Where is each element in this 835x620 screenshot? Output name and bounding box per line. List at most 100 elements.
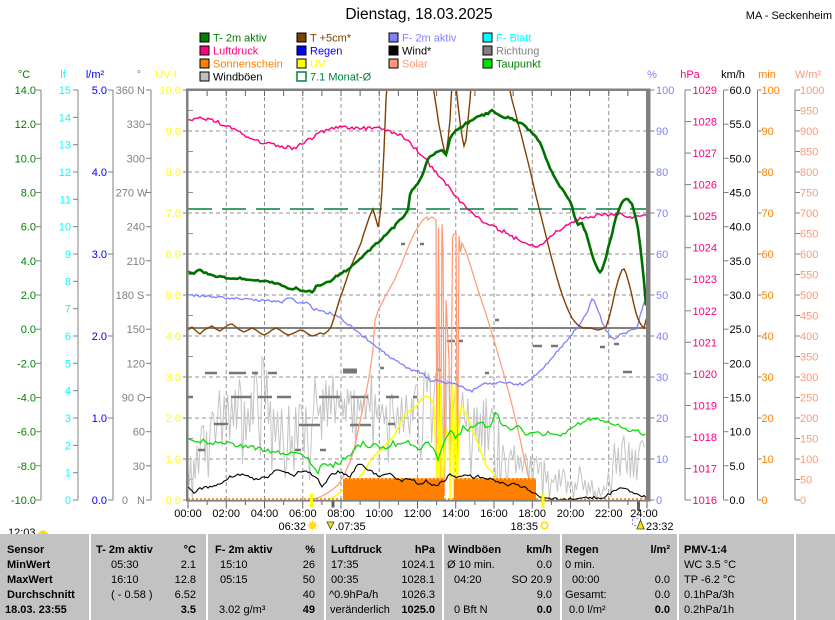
svg-text:°C: °C — [184, 544, 196, 556]
svg-text:T- 2m aktiv: T- 2m aktiv — [213, 33, 267, 45]
svg-text:18.03. 23:55: 18.03. 23:55 — [5, 604, 67, 616]
svg-text:14.0: 14.0 — [15, 85, 36, 97]
svg-text:13: 13 — [59, 140, 71, 152]
svg-text:8.0: 8.0 — [166, 167, 181, 179]
svg-text:9: 9 — [65, 249, 71, 261]
svg-text:1025: 1025 — [693, 211, 717, 223]
svg-text:7.0: 7.0 — [166, 208, 181, 220]
svg-text:210: 210 — [127, 256, 145, 268]
svg-text:7.1 Monat-Ø: 7.1 Monat-Ø — [310, 72, 372, 84]
svg-text:MaxWert: MaxWert — [7, 574, 53, 586]
svg-text:90: 90 — [122, 393, 134, 405]
svg-text:1020: 1020 — [693, 369, 717, 381]
svg-text:60: 60 — [133, 427, 145, 439]
svg-text:2.0: 2.0 — [166, 413, 181, 425]
svg-text:10.0: 10.0 — [730, 427, 751, 439]
svg-text:14:00: 14:00 — [442, 508, 470, 520]
svg-text:60.0: 60.0 — [730, 85, 751, 97]
svg-text:0 min.: 0 min. — [565, 559, 595, 571]
svg-text:( - 0.58 ): ( - 0.58 ) — [111, 589, 153, 601]
svg-text:Gesamt:: Gesamt: — [565, 589, 607, 601]
svg-text:600: 600 — [800, 249, 818, 261]
svg-text:650: 650 — [800, 229, 818, 241]
svg-text:17:35: 17:35 — [331, 559, 359, 571]
svg-text:04:00: 04:00 — [251, 508, 279, 520]
svg-text:km/h: km/h — [526, 544, 552, 556]
svg-text:.07:35: .07:35 — [335, 521, 366, 533]
svg-text:0.0: 0.0 — [537, 559, 552, 571]
svg-text:1016: 1016 — [693, 495, 717, 507]
svg-text:550: 550 — [800, 270, 818, 282]
svg-text:4.0: 4.0 — [21, 256, 36, 268]
svg-text:9.0: 9.0 — [537, 589, 552, 601]
svg-text:hPa: hPa — [680, 69, 700, 81]
svg-text:0.0: 0.0 — [21, 324, 36, 336]
svg-text:km/h: km/h — [721, 69, 745, 81]
svg-text:°C: °C — [18, 69, 30, 81]
svg-text:400: 400 — [800, 331, 818, 343]
svg-text:Sensor: Sensor — [7, 544, 45, 556]
svg-text:Solar: Solar — [402, 59, 428, 71]
svg-text:05:30: 05:30 — [111, 559, 139, 571]
svg-text:750: 750 — [800, 188, 818, 200]
svg-text:30: 30 — [762, 372, 774, 384]
svg-text:1026.3: 1026.3 — [401, 589, 435, 601]
svg-text:900: 900 — [800, 126, 818, 138]
svg-text:20:00: 20:00 — [557, 508, 585, 520]
svg-text:1: 1 — [65, 468, 71, 480]
svg-text:18:00: 18:00 — [518, 508, 546, 520]
svg-text:10: 10 — [762, 454, 774, 466]
svg-text:3.5: 3.5 — [181, 604, 196, 616]
svg-text:50: 50 — [656, 290, 668, 302]
svg-text:20.0: 20.0 — [730, 358, 751, 370]
svg-text:Luftdruck: Luftdruck — [213, 46, 259, 58]
svg-text:90: 90 — [762, 126, 774, 138]
svg-text:40.0: 40.0 — [730, 222, 751, 234]
svg-text:1019: 1019 — [693, 400, 717, 412]
svg-text:2.0: 2.0 — [92, 331, 107, 343]
svg-text:F- 2m aktiv: F- 2m aktiv — [402, 33, 457, 45]
svg-text:4: 4 — [65, 386, 71, 398]
svg-text:Sonnenschein: Sonnenschein — [213, 59, 283, 71]
svg-text:T +5cm*: T +5cm* — [310, 33, 352, 45]
svg-text:T- 2m aktiv: T- 2m aktiv — [96, 544, 154, 556]
svg-text:1024.1: 1024.1 — [401, 559, 435, 571]
svg-text:MinWert: MinWert — [7, 559, 51, 571]
svg-text:0: 0 — [65, 495, 71, 507]
svg-text:240: 240 — [127, 222, 145, 234]
svg-text:PMV-1:4: PMV-1:4 — [684, 544, 728, 556]
svg-text:90: 90 — [656, 126, 668, 138]
svg-text:9.0: 9.0 — [166, 126, 181, 138]
svg-text:8.0: 8.0 — [21, 188, 36, 200]
svg-text:100: 100 — [800, 454, 818, 466]
svg-text:-6.0: -6.0 — [17, 427, 36, 439]
svg-text:0: 0 — [762, 495, 768, 507]
svg-text:Richtung: Richtung — [496, 46, 539, 58]
svg-text:45.0: 45.0 — [730, 188, 751, 200]
svg-text:5.0: 5.0 — [92, 85, 107, 97]
svg-text:N: N — [137, 495, 145, 507]
svg-text:80: 80 — [656, 167, 668, 179]
svg-text:Luftdruck: Luftdruck — [331, 544, 383, 556]
svg-text:8: 8 — [65, 276, 71, 288]
svg-text:450: 450 — [800, 311, 818, 323]
svg-text:300: 300 — [127, 153, 145, 165]
svg-text:3.02 g/m³: 3.02 g/m³ — [219, 604, 266, 616]
svg-text:150: 150 — [800, 434, 818, 446]
svg-text:-8.0: -8.0 — [17, 461, 36, 473]
svg-text:200: 200 — [800, 413, 818, 425]
svg-text:W/m²: W/m² — [795, 69, 822, 81]
svg-text:1022: 1022 — [693, 306, 717, 318]
svg-text:23:32: 23:32 — [646, 521, 674, 533]
svg-text:Ø 10 min.: Ø 10 min. — [447, 559, 495, 571]
svg-text:12:00: 12:00 — [404, 508, 432, 520]
svg-text:500: 500 — [800, 290, 818, 302]
svg-text:0.0: 0.0 — [730, 495, 745, 507]
svg-text:100: 100 — [656, 85, 674, 97]
svg-text:12: 12 — [59, 167, 71, 179]
svg-text:O: O — [137, 393, 146, 405]
svg-text:2.0: 2.0 — [21, 290, 36, 302]
svg-text:40: 40 — [656, 331, 668, 343]
svg-text:1017: 1017 — [693, 464, 717, 476]
svg-text:3: 3 — [65, 413, 71, 425]
